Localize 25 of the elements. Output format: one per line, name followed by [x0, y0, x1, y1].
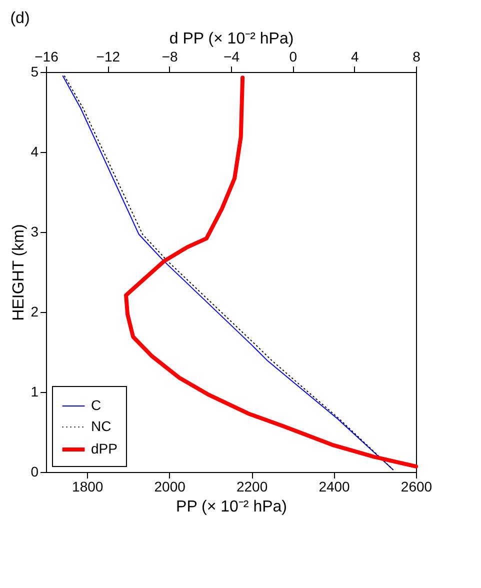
x2-tick-label: −8 [162, 48, 178, 64]
x2-tick-label: −4 [224, 48, 240, 64]
x2-tick-label: 8 [412, 48, 421, 64]
x-tick-label: 2400 [318, 478, 350, 494]
chart-title: (d) [10, 10, 30, 27]
x2-tick-label: −16 [34, 48, 59, 64]
x2-axis-title: d PP (× 10⁻² hPa) [169, 30, 294, 48]
x-tick-label: 1800 [72, 478, 104, 494]
y-tick-label: 5 [30, 64, 39, 80]
x-axis-title: PP (× 10⁻² hPa) [176, 498, 287, 516]
y-axis-title: HEIGHT (km) [10, 224, 28, 321]
y-tick-label: 3 [30, 224, 39, 240]
legend-label: dPP [91, 440, 118, 456]
y-tick-label: 1 [30, 384, 39, 400]
legend-label: NC [91, 418, 112, 434]
x-tick-label: 2200 [236, 478, 268, 494]
x-tick-label: 2600 [400, 478, 432, 494]
y-tick-label: 0 [30, 464, 39, 480]
x-tick-label: 2000 [154, 478, 186, 494]
x2-tick-label: −12 [96, 48, 120, 64]
y-tick-label: 4 [30, 144, 39, 160]
y-tick-label: 2 [30, 304, 39, 320]
x2-tick-label: 0 [289, 48, 298, 64]
legend-label: C [91, 397, 102, 413]
x2-tick-label: 4 [350, 48, 359, 64]
